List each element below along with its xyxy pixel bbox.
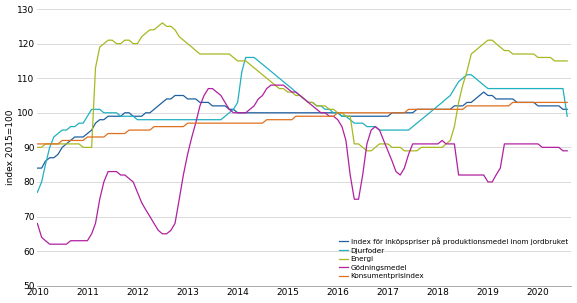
Legend: Index för inköpspriser på produktionsmedel inom jordbruket, Djurfoder, Energi, G: Index för inköpspriser på produktionsmed… bbox=[339, 237, 568, 279]
Line: Index för inköpspriser på produktionsmedel inom jordbruket: Index för inköpspriser på produktionsmed… bbox=[38, 92, 567, 168]
Line: Gödningsmedel: Gödningsmedel bbox=[38, 85, 567, 244]
Y-axis label: index 2015=100: index 2015=100 bbox=[6, 110, 14, 185]
Line: Energi: Energi bbox=[38, 23, 567, 151]
Line: Djurfoder: Djurfoder bbox=[38, 58, 567, 192]
Line: Konsumentprisindex: Konsumentprisindex bbox=[38, 102, 567, 144]
